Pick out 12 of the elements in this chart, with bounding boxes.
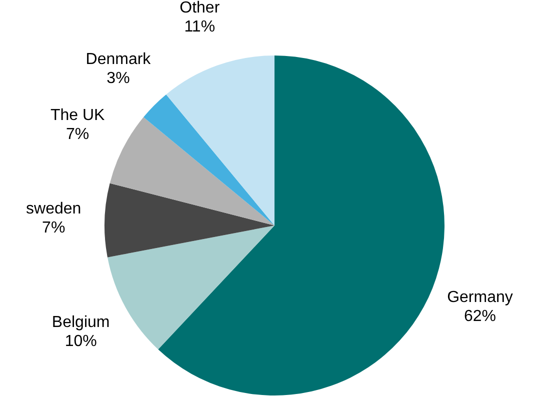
slice-label: Belgium <box>52 314 110 331</box>
data-label: 10% <box>64 332 97 350</box>
data-label: 11% <box>184 18 216 36</box>
slice-label: sweden <box>26 200 82 218</box>
slice-label: The UK <box>50 107 106 124</box>
data-label: 62% <box>464 308 496 325</box>
data-label: 7% <box>42 220 66 237</box>
slice-label: Germany <box>447 288 513 306</box>
data-label: 7% <box>66 126 90 144</box>
slice-label: Other <box>180 0 220 17</box>
slice-label: Denmark <box>86 51 152 68</box>
data-label: 3% <box>106 70 130 88</box>
